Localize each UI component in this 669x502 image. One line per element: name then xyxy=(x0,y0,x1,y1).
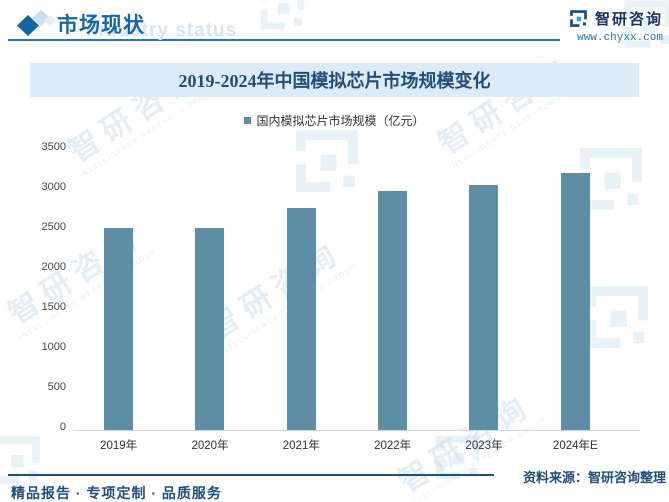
bar xyxy=(286,208,316,430)
header-watermark-text: industry status xyxy=(86,20,238,41)
section-title: 市场现状 xyxy=(57,14,145,37)
header: industry status 市场现状 智研咨询 www.chyxx.com xyxy=(0,0,669,47)
plot-area xyxy=(73,147,621,430)
footer-rule xyxy=(8,474,494,476)
x-tick-label: 2023年 xyxy=(465,440,503,452)
y-tick-label: 1500 xyxy=(41,301,66,313)
bar xyxy=(560,172,590,430)
bar-column xyxy=(438,147,529,430)
header-rule xyxy=(8,39,560,41)
bar-column xyxy=(530,147,621,430)
x-tick-label: 2019年 xyxy=(100,440,138,452)
y-tick-label: 2000 xyxy=(41,261,66,273)
brand-watermark-icon xyxy=(0,430,46,490)
brand-block: 智研咨询 www.chyxx.com xyxy=(568,8,663,44)
y-tick-label: 0 xyxy=(59,421,66,433)
bar-column xyxy=(347,147,438,430)
x-axis-line xyxy=(73,430,640,431)
y-tick-label: 2500 xyxy=(41,221,66,233)
bar-column xyxy=(256,147,347,430)
x-tick-label: 2022年 xyxy=(374,440,412,452)
brand-name: 智研咨询 xyxy=(594,11,663,28)
bar xyxy=(195,227,225,430)
legend-label: 国内模拟芯片市场规模（亿元） xyxy=(256,114,425,128)
legend-marker xyxy=(244,117,252,124)
chart-title: 2019-2024年中国模拟芯片市场规模变化 xyxy=(178,71,491,91)
y-tick-label: 500 xyxy=(47,381,66,393)
source-text: 资料来源：智研咨询整理 xyxy=(522,470,666,485)
x-tick-label: 2021年 xyxy=(282,440,320,452)
bar xyxy=(469,185,499,430)
bar xyxy=(378,191,408,430)
y-tick-label: 3500 xyxy=(41,141,66,153)
x-axis-labels: 2019年 2020年 2021年 2022年 2023年 2024年E xyxy=(73,437,621,453)
chart-title-band: 2019-2024年中国模拟芯片市场规模变化 xyxy=(30,63,639,97)
brand-logo-icon xyxy=(570,10,587,27)
bar-column xyxy=(164,147,255,430)
bar-column xyxy=(73,147,164,430)
x-tick-label: 2024年E xyxy=(552,440,598,452)
legend: 国内模拟芯片市场规模（亿元） xyxy=(0,112,669,129)
y-tick-label: 1000 xyxy=(41,341,66,353)
y-tick-label: 3000 xyxy=(41,181,66,193)
bar xyxy=(104,227,134,430)
x-tick-label: 2020年 xyxy=(191,440,229,452)
services-text: 精品报告 · 专项定制 · 品质服务 xyxy=(11,485,222,501)
brand-site: www.chyxx.com xyxy=(577,32,663,44)
section-diamond-icon xyxy=(17,10,56,36)
